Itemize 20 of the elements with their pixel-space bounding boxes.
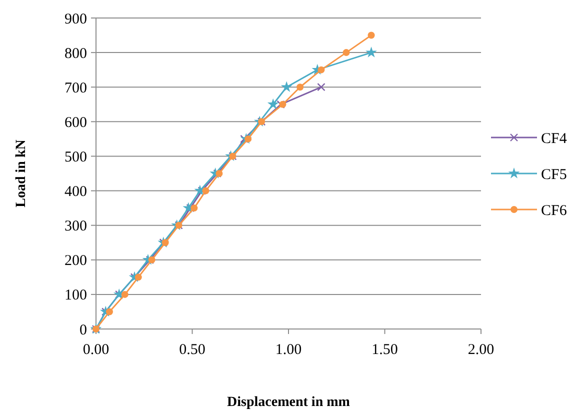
y-tick-label: 200 — [64, 253, 87, 270]
y-tick-label: 300 — [64, 218, 87, 235]
y-tick-label: 0 — [80, 322, 87, 338]
y-tick-label: 500 — [64, 149, 87, 166]
y-tick-label: 900 — [64, 11, 87, 28]
x-tick-label: 1.50 — [372, 342, 398, 358]
y-tick-label: 400 — [64, 184, 87, 200]
x-tick-label: 0.50 — [179, 342, 206, 358]
legend-label: CF4 — [541, 130, 568, 147]
y-tick-label: 800 — [64, 46, 87, 62]
x-tick-label: 0.00 — [82, 342, 110, 358]
y-tick-label: 600 — [64, 114, 87, 131]
y-tick-label: 700 — [64, 80, 87, 96]
x-tick-label: 1.00 — [275, 342, 302, 358]
y-axis-title: Load in kN — [14, 140, 29, 208]
legend-label: CF6 — [541, 202, 568, 219]
legend-label: CF5 — [541, 166, 567, 183]
x-axis-title: Displacement in mm — [227, 395, 350, 410]
x-tick-label: 2.00 — [468, 342, 494, 358]
y-tick-label: 100 — [64, 288, 87, 304]
